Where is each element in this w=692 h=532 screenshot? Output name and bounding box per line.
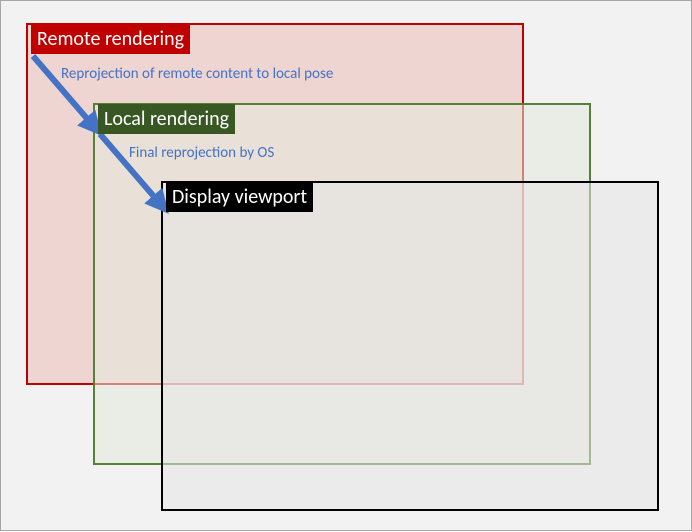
display-label: Display viewport: [166, 182, 313, 212]
annotation-reproj-remote: Reprojection of remote content to local …: [61, 65, 333, 83]
annotation-reproj-os: Final reprojection by OS: [129, 144, 274, 162]
remote-label: Remote rendering: [31, 24, 190, 54]
diagram-canvas: Remote rendering Local rendering Display v…: [0, 0, 692, 531]
local-label: Local rendering: [98, 104, 235, 134]
